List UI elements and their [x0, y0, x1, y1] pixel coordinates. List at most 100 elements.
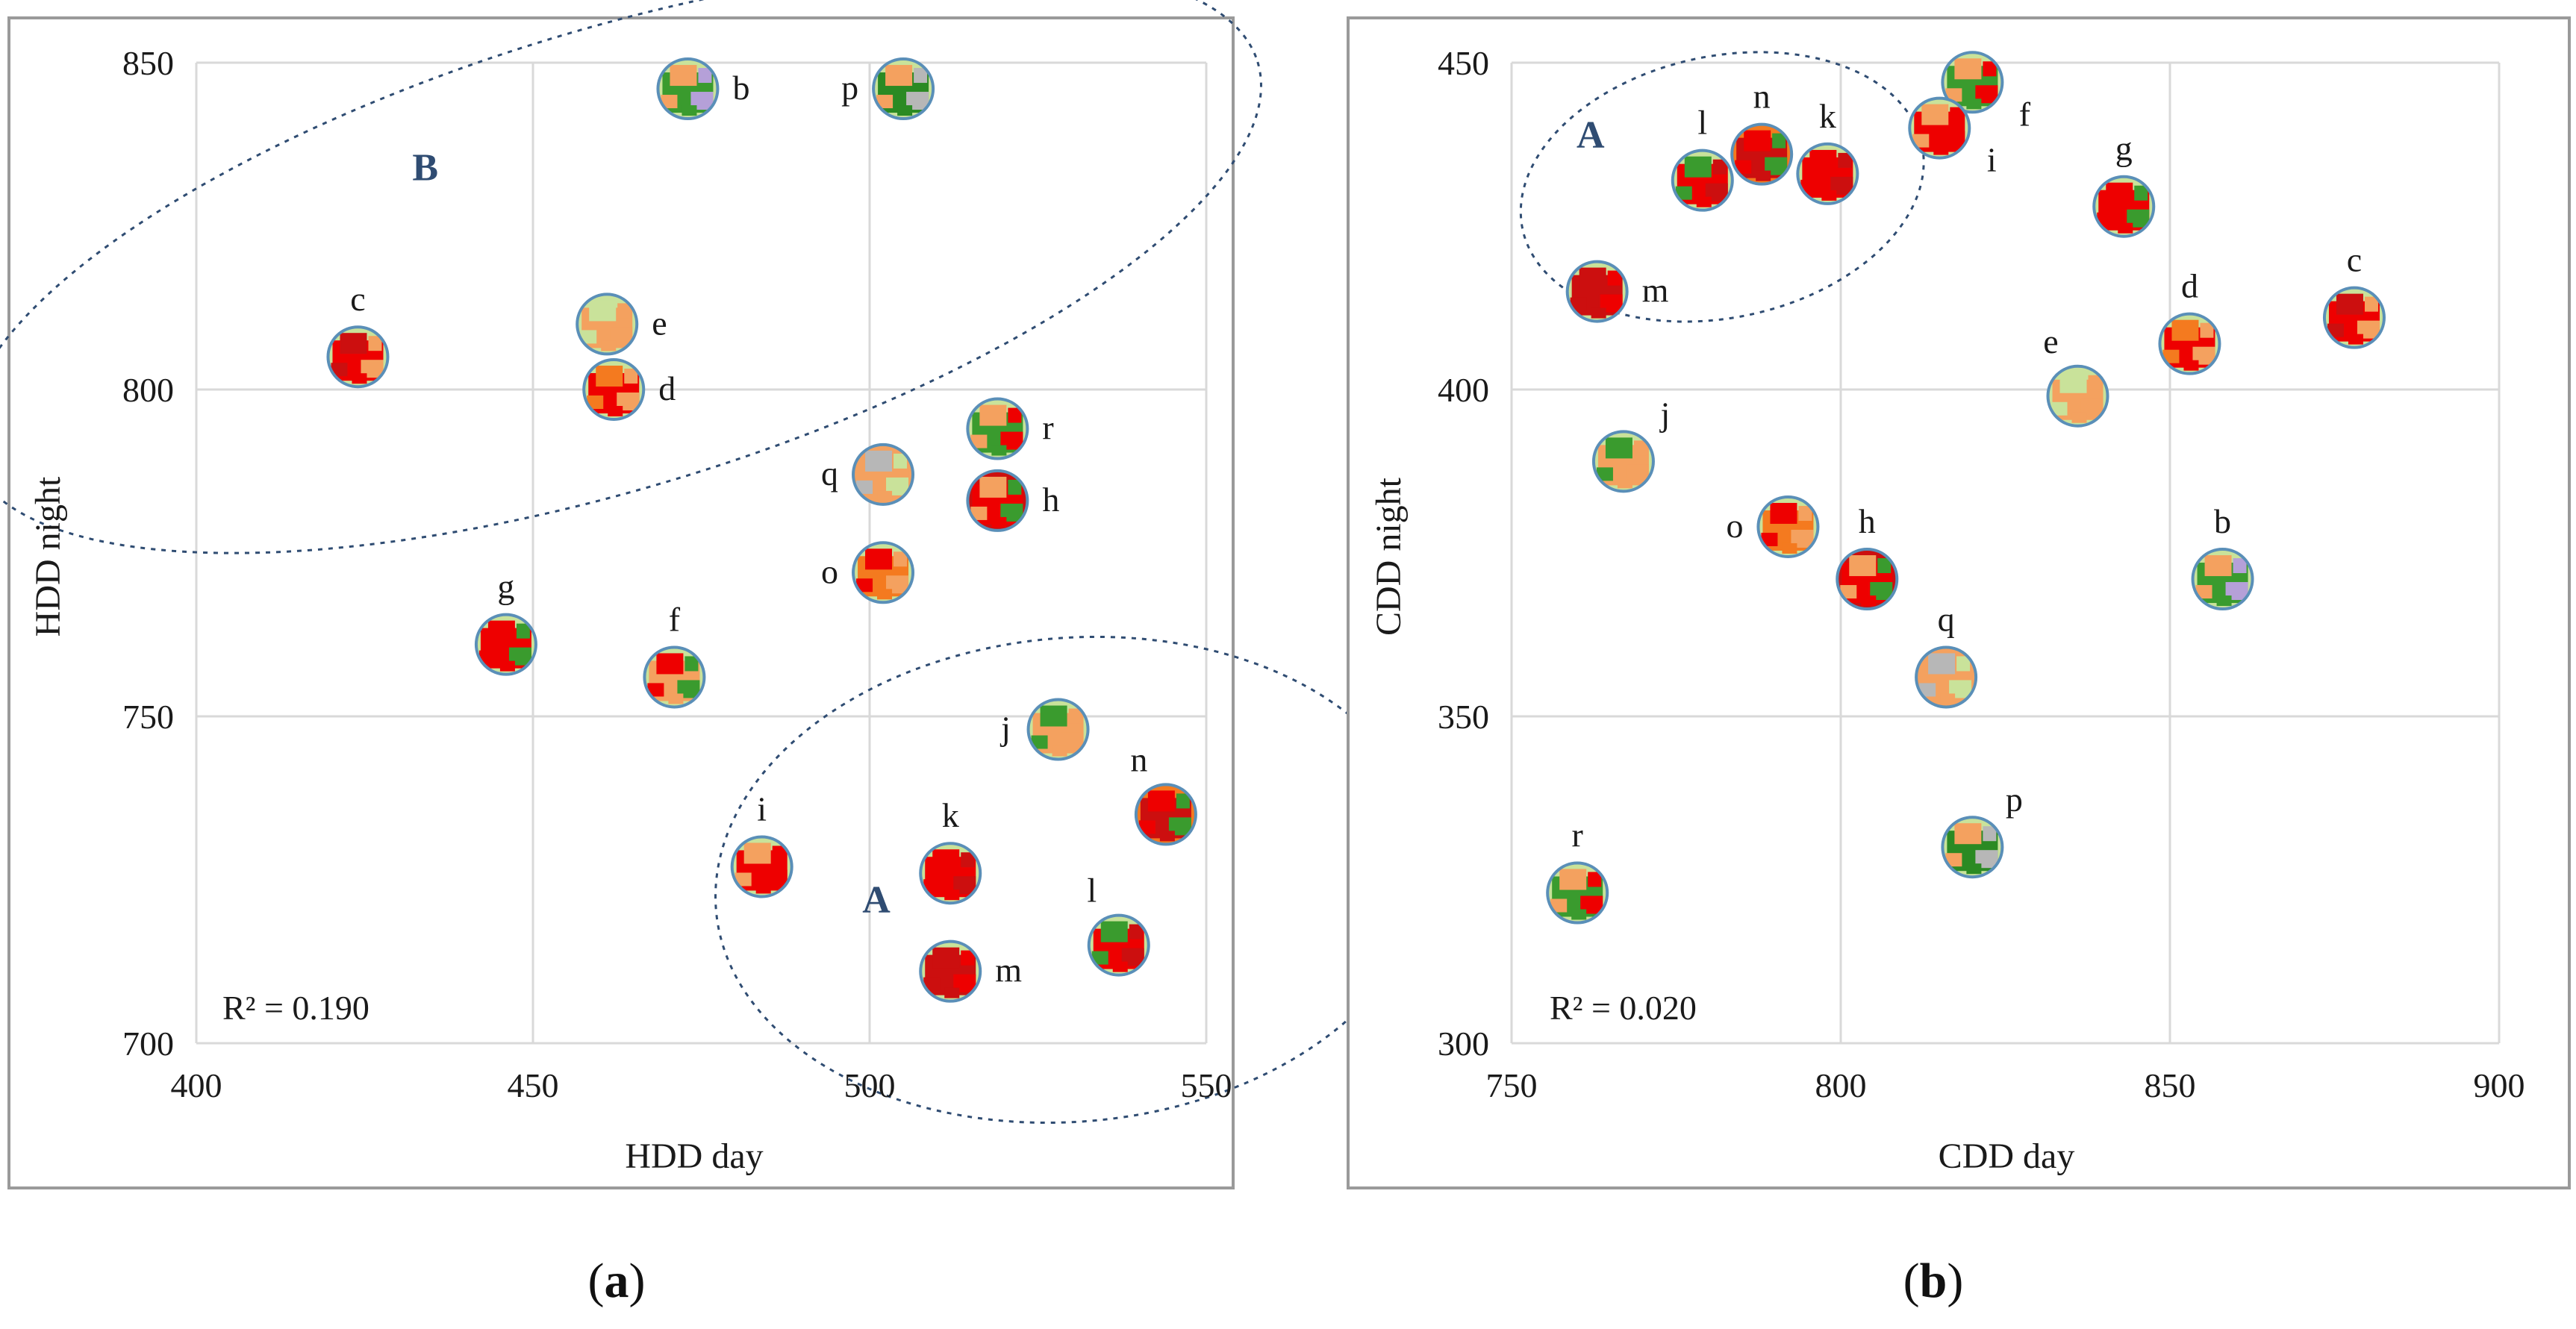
panel-b-point-label-r: r [1572, 816, 1583, 854]
panel-a-caption: (a) [588, 1254, 646, 1308]
panel-a-x-tick-label: 500 [844, 1066, 896, 1104]
panel-a-point-label-o: o [821, 552, 838, 590]
panel-a-point-p [872, 57, 935, 121]
panel-a-point-label-k: k [942, 796, 959, 834]
panel-b-y-tick-label: 450 [1438, 44, 1489, 82]
panel-b-point-j [1591, 430, 1655, 493]
panel-b-y-tick-label: 350 [1438, 698, 1489, 736]
panel-b-x-tick-label: 850 [2145, 1066, 2196, 1104]
panel-a-group-A-label: A [862, 879, 891, 922]
panel-b-point-label-n: n [1753, 78, 1771, 116]
panel-b-x-axis-title: CDD day [1939, 1136, 2075, 1176]
panel-a-point-label-f: f [669, 600, 681, 638]
panel-a-point-label-m: m [995, 951, 1022, 989]
panel-a-point-l [1087, 913, 1150, 977]
panel-b: A fi l n k g m c d e j o h b q p r 750 800 850 900 300 350 40… [1347, 16, 2571, 1308]
panel-b-point-l [1671, 148, 1734, 212]
panel-a-point-q [852, 443, 915, 506]
panel-a-point-b [656, 57, 720, 121]
panel-a-point-n [1134, 783, 1197, 846]
panel-a-point-label-i: i [757, 789, 767, 828]
panel-b-point-label-k: k [1819, 97, 1836, 135]
panel-b-point-k [1796, 142, 1859, 205]
panel-b-point-label-d: d [2181, 267, 2198, 305]
panel-a-r-squared: R² = 0.190 [222, 989, 369, 1027]
panel-a-point-label-n: n [1130, 740, 1147, 778]
panel-b-point-label-q: q [1938, 600, 1955, 638]
panel-a-point-label-l: l [1087, 872, 1097, 910]
panel-b-point-label-m: m [1642, 272, 1669, 310]
panel-b-point-label-l: l [1697, 104, 1707, 142]
panel-a-y-tick-label: 800 [122, 371, 174, 409]
panel-a-point-label-p: p [841, 69, 858, 107]
panel-b-point-r [1546, 861, 1609, 925]
panel-a-point-label-r: r [1042, 409, 1053, 447]
panel-b-frame [1347, 16, 2571, 1189]
panel-b-point-label-f: f [2019, 95, 2031, 133]
panel-b-y-tick-label: 400 [1438, 371, 1489, 409]
panel-a-point-h [966, 469, 1029, 532]
panel-b-group-A-label: A [1577, 114, 1605, 157]
panel-b-point-label-i: i [1987, 141, 1997, 179]
panel-a-y-tick-label: 850 [122, 44, 174, 82]
panel-b-point-c [2322, 286, 2386, 349]
panel-b-x-tick-label: 750 [1486, 1066, 1538, 1104]
panel-a-point-label-j: j [999, 710, 1011, 748]
panel-b-r-squared: R² = 0.020 [1550, 989, 1697, 1027]
panel-a-points: b p c ed r q h o g f j n i k l m [326, 57, 1197, 1003]
panel-a-point-k [919, 842, 982, 905]
panel-a-point-label-d: d [658, 369, 676, 407]
panel-b-gridlines [1510, 61, 2501, 1045]
panel-a-y-axis-title: HDD night [28, 476, 68, 637]
panel-a-x-axis-title: HDD day [625, 1136, 763, 1176]
panel-a-caption-open-paren: ( [588, 1254, 605, 1308]
panel-a-group-B-label: B [412, 147, 438, 190]
panel-b-point-d [2158, 312, 2221, 375]
panel-a-point-d [582, 358, 646, 421]
panel-a-point-e [576, 293, 639, 356]
panel-a-point-r [966, 397, 1029, 460]
panel-b-point-b [2191, 548, 2254, 611]
panel-b-tick-labels: 750 800 850 900 300 350 400 450 [1438, 44, 2525, 1104]
panel-a-frame [7, 16, 1235, 1189]
panel-a-point-label-g: g [497, 568, 514, 606]
panel-a-point-f [643, 645, 706, 709]
panel-b-point-label-j: j [1659, 395, 1671, 433]
panel-a-point-j [1026, 698, 1090, 761]
panel-b-point-p [1941, 816, 2004, 879]
panel-a-point-c [326, 325, 390, 389]
panel-a-tick-labels: 400 450 500 550 700 750 800 850 [122, 44, 1232, 1104]
panel-a-point-label-q: q [821, 454, 838, 492]
panel-a-point-label-b: b [732, 69, 749, 107]
panel-b-point-o [1756, 495, 1820, 558]
panel-b-x-tick-label: 800 [1815, 1066, 1867, 1104]
panel-b-point-e [2046, 364, 2109, 428]
panel-b-point-g [2092, 175, 2156, 238]
panel-a-y-tick-label: 700 [122, 1025, 174, 1063]
panel-b-point-label-e: e [2043, 322, 2058, 360]
panel-a-point-m [919, 939, 982, 1003]
panel-b-caption-close-paren: ) [1947, 1254, 1963, 1308]
panel-a-y-tick-label: 750 [122, 698, 174, 736]
panel-b-points: fi l n k g m c d e j o h b q p r [1546, 51, 2386, 925]
panel-a-point-label-c: c [350, 280, 365, 318]
panel-b-y-axis-title: CDD night [1369, 477, 1409, 636]
panel-b-caption: (b) [1903, 1254, 1964, 1308]
panel-b-point-m [1565, 260, 1629, 323]
panel-a-x-tick-label: 450 [508, 1066, 559, 1104]
panel-b-point-label-g: g [2115, 130, 2133, 168]
panel-b-point-label-o: o [1726, 507, 1743, 545]
panel-a-x-tick-label: 400 [171, 1066, 222, 1104]
panel-a-group-B-ellipse [0, 0, 1262, 554]
panel-a-groups: BA [0, 0, 1429, 1125]
panel-a-point-label-e: e [652, 304, 667, 342]
panel-b-point-label-b: b [2214, 502, 2231, 540]
panel-b-point-n [1730, 122, 1794, 186]
panel-a-point-label-h: h [1042, 481, 1059, 519]
panel-b-point-q [1915, 645, 1978, 709]
panel-b-point-label-c: c [2347, 241, 2362, 279]
panel-b-point-h [1836, 548, 1899, 611]
panel-b-x-tick-label: 900 [2474, 1066, 2525, 1104]
